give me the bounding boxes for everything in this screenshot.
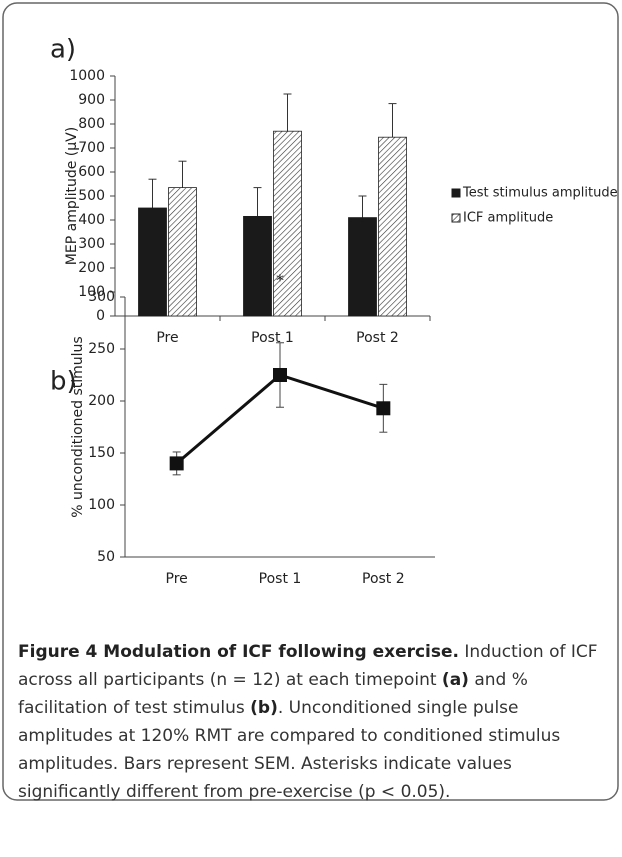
x-tick-label: Post 1 — [251, 330, 294, 346]
marker — [376, 401, 391, 416]
x-tick-label: Pre — [156, 330, 178, 346]
caption-text: Induction of ICF across all participants… — [18, 642, 598, 690]
y-tick-label: 600 — [78, 164, 105, 180]
caption-text: . Unconditioned single pulse amplitudes … — [18, 698, 561, 802]
marker — [273, 368, 287, 382]
panel-label: a) — [50, 35, 76, 65]
y-tick-label: 0 — [96, 308, 105, 324]
y-axis-label: % unconditioned stimulus — [70, 336, 86, 517]
legend-label: Test stimulus amplitude — [462, 186, 618, 201]
y-tick-label: 900 — [78, 92, 105, 108]
y-tick-label: 300 — [88, 289, 115, 305]
y-tick-label: 800 — [78, 116, 105, 132]
x-tick-label: Post 2 — [356, 330, 399, 346]
y-tick-label: 200 — [88, 393, 115, 409]
bar — [168, 187, 197, 317]
marker — [169, 456, 184, 471]
y-tick-label: 200 — [78, 260, 105, 276]
legend-swatch — [451, 188, 461, 198]
caption-text: and % facilitation of test stimulus — [18, 670, 528, 718]
caption-ref: (b) — [250, 698, 278, 718]
y-tick-label: 50 — [97, 549, 115, 565]
figure-border — [2, 2, 619, 801]
caption: Figure 4 Modulation of ICF following exe… — [18, 638, 610, 806]
y-tick-label: 400 — [78, 212, 105, 228]
x-tick-label: Post 1 — [259, 571, 302, 587]
bar — [138, 207, 167, 317]
y-tick-label: 100 — [78, 284, 105, 300]
x-tick-label: Post 2 — [362, 571, 405, 587]
x-tick-label: Pre — [166, 571, 188, 587]
y-tick-label: 500 — [78, 188, 105, 204]
y-tick-label: 150 — [88, 445, 115, 461]
bar — [273, 130, 302, 317]
caption-ref: (a) — [441, 670, 469, 690]
bar — [378, 136, 407, 317]
y-axis-label: MEP amplitude (μV) — [64, 127, 80, 265]
caption-title: Figure 4 Modulation of ICF following exe… — [18, 642, 459, 662]
y-tick-label: 300 — [78, 236, 105, 252]
y-tick-label: 700 — [78, 140, 105, 156]
y-tick-label: 100 — [88, 497, 115, 513]
legend-swatch — [451, 213, 461, 223]
legend-label: ICF amplitude — [463, 211, 553, 226]
bar — [348, 217, 377, 317]
panel-label: b) — [50, 367, 77, 397]
y-tick-label: 1000 — [69, 68, 105, 84]
y-tick-label: 250 — [88, 341, 115, 357]
bar — [243, 215, 272, 317]
annotation: * — [276, 270, 284, 289]
